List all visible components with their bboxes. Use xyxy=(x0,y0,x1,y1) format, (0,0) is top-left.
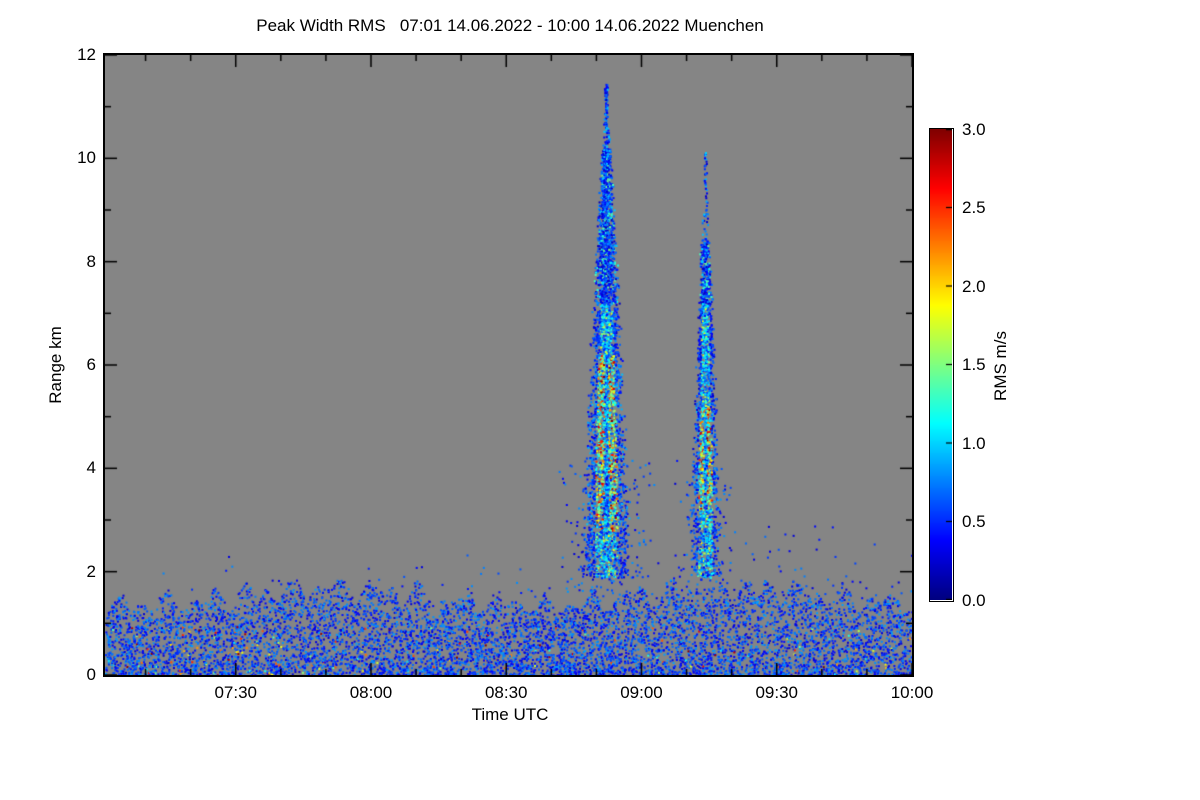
x-axis-label: Time UTC xyxy=(471,705,549,724)
x-tick-label: 09:00 xyxy=(620,683,663,702)
y-tick-label: 0 xyxy=(86,665,96,684)
x-tick-label: 09:30 xyxy=(755,683,799,702)
colorbar-tick-label: 2.5 xyxy=(962,198,986,217)
colorbar-label: RMS m/s xyxy=(991,331,1010,401)
colorbar-tick-label: 1.0 xyxy=(962,433,986,453)
x-tick-label: 07:30 xyxy=(214,683,258,702)
y-tick-label: 4 xyxy=(86,458,96,478)
colorbar-gradient xyxy=(930,129,952,600)
y-tick-label: 8 xyxy=(86,251,96,271)
x-tick-label: 08:00 xyxy=(349,683,393,702)
colorbar-tick-label: 2.0 xyxy=(962,276,986,296)
colorbar-tick-label: 0.5 xyxy=(962,512,986,531)
plot-area xyxy=(103,53,914,677)
colorbar xyxy=(929,128,954,602)
y-tick-label: 10 xyxy=(77,148,96,168)
colorbar-tick-label: 3.0 xyxy=(962,119,986,139)
y-tick-label: 6 xyxy=(86,355,96,374)
y-tick-label: 2 xyxy=(86,561,96,581)
chart-title: Peak Width RMS 07:01 14.06.2022 - 10:00 … xyxy=(256,16,764,35)
x-tick-label: 10:00 xyxy=(890,683,934,702)
heatmap-canvas xyxy=(105,55,912,675)
colorbar-tick-label: 1.5 xyxy=(962,355,986,374)
colorbar-tick-label: 0.0 xyxy=(962,590,986,610)
y-tick-label: 12 xyxy=(77,45,96,64)
x-tick-label: 08:30 xyxy=(484,683,528,702)
